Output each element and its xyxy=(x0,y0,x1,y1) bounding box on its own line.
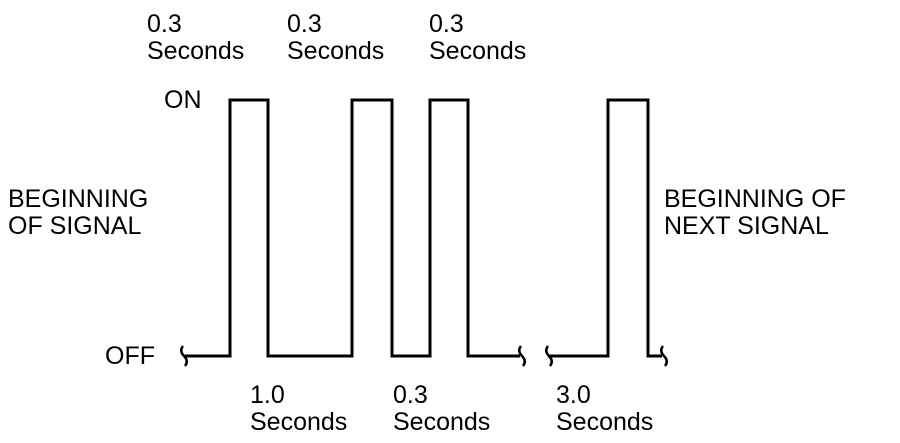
off-duration-1-value: 1.0 xyxy=(250,381,285,409)
on-duration-1-unit: Seconds xyxy=(147,37,245,65)
waveform-next-signal-segment xyxy=(548,98,662,358)
on-duration-1-value: 0.3 xyxy=(147,10,182,38)
off-duration-3-value: 3.0 xyxy=(556,381,591,409)
off-state-label: OFF xyxy=(105,342,155,370)
off-duration-3-unit: Seconds xyxy=(556,408,654,436)
off-duration-label-2: 0.3 Seconds xyxy=(393,382,490,436)
beginning-of-next-signal-label: BEGINNING OF NEXT SIGNAL xyxy=(664,186,846,240)
next-signal-line2: NEXT SIGNAL xyxy=(664,212,829,240)
on-duration-2-unit: Seconds xyxy=(287,37,385,65)
off-duration-1-unit: Seconds xyxy=(250,408,348,436)
next-signal-line1: BEGINNING OF xyxy=(664,185,846,213)
waveform-first-segment xyxy=(185,98,520,358)
off-duration-2-unit: Seconds xyxy=(393,408,491,436)
beginning-of-signal-line2: OF SIGNAL xyxy=(8,212,142,240)
beginning-of-signal-label: BEGINNING OF SIGNAL xyxy=(8,186,148,240)
on-duration-2-value: 0.3 xyxy=(287,10,322,38)
break-mark-start xyxy=(180,345,188,367)
on-duration-3-unit: Seconds xyxy=(429,37,527,65)
on-duration-label-1: 0.3 Seconds xyxy=(147,11,244,65)
break-mark-end xyxy=(660,345,668,367)
on-state-label: ON xyxy=(164,86,202,114)
off-duration-2-value: 0.3 xyxy=(393,381,428,409)
off-duration-label-3: 3.0 Seconds xyxy=(556,382,653,436)
beginning-of-signal-line1: BEGINNING xyxy=(8,185,149,213)
on-duration-label-3: 0.3 Seconds xyxy=(429,11,526,65)
off-duration-label-1: 1.0 Seconds xyxy=(250,382,347,436)
on-duration-3-value: 0.3 xyxy=(429,10,464,38)
on-duration-label-2: 0.3 Seconds xyxy=(287,11,384,65)
break-mark-left-of-gap xyxy=(518,345,526,367)
break-mark-right-of-gap xyxy=(545,345,553,367)
